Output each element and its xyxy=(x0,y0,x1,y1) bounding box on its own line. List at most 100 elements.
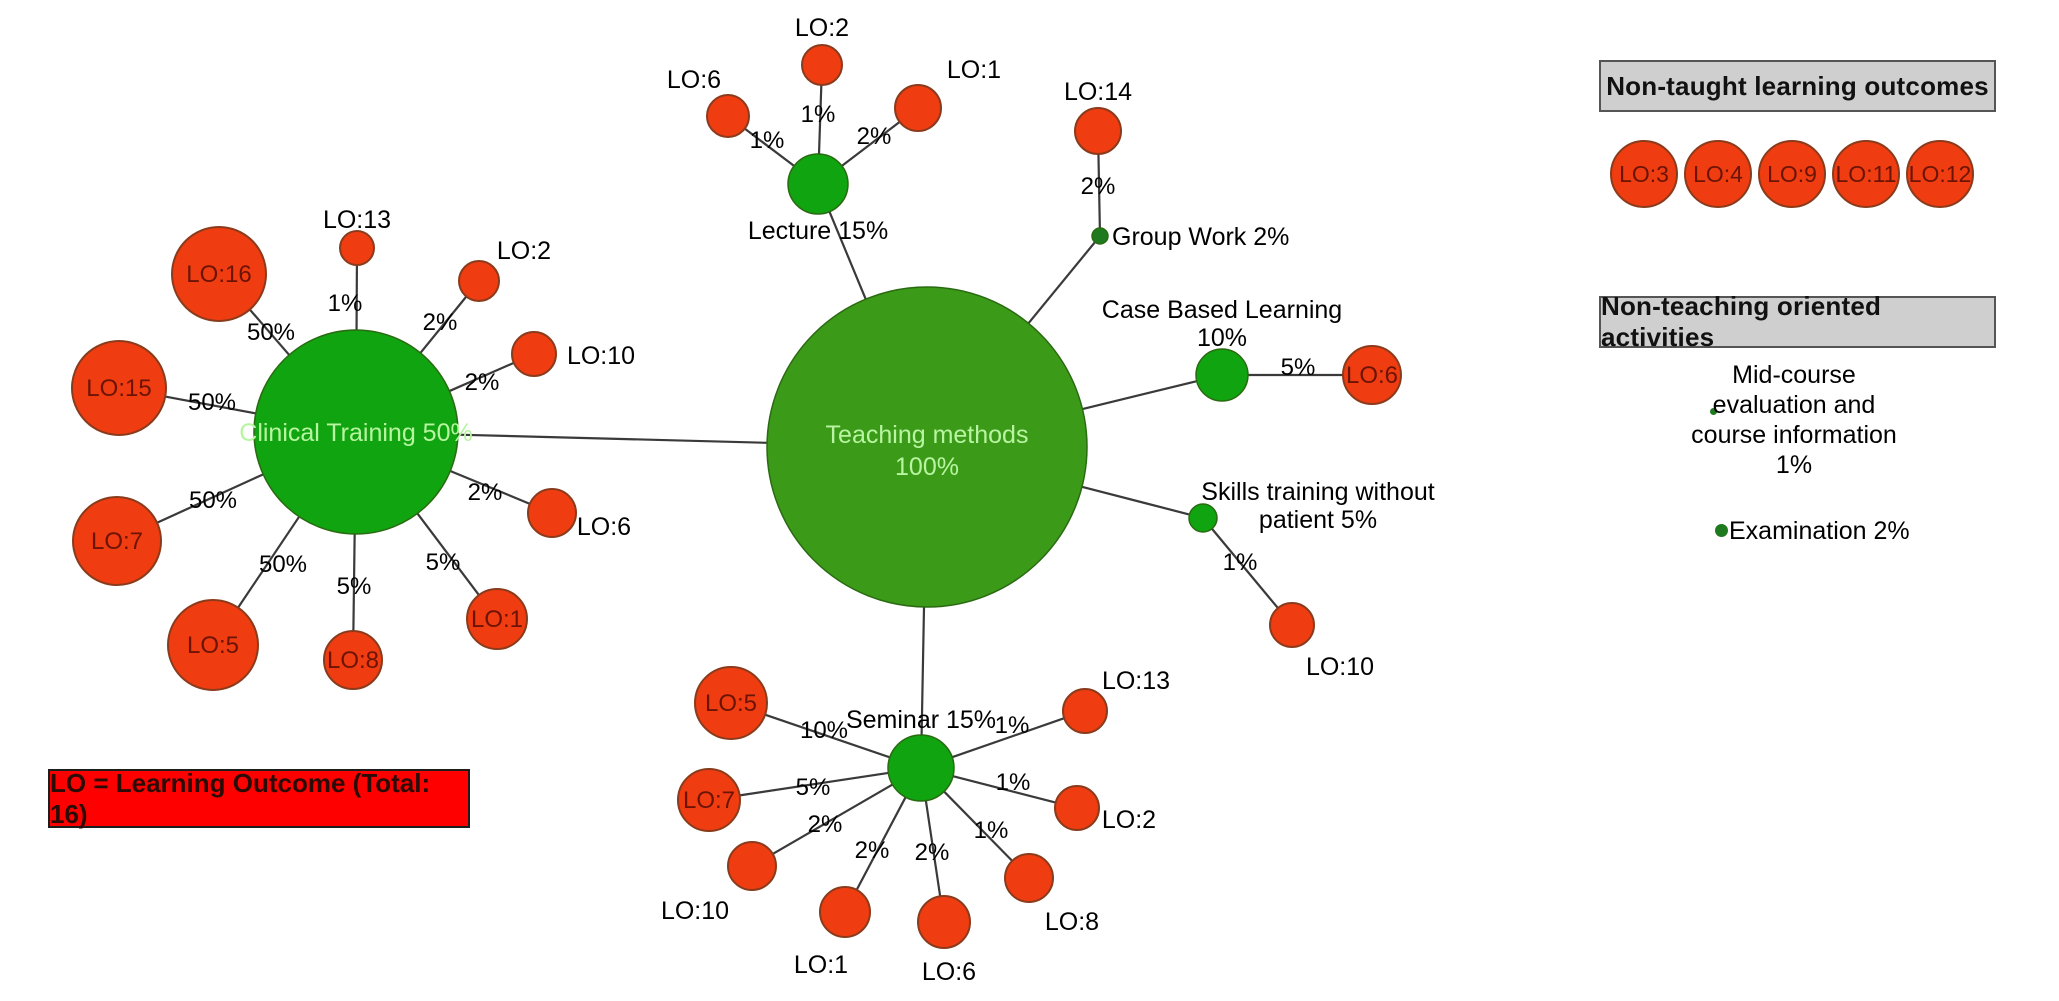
lo-node-label-lec-lo6: LO:6 xyxy=(667,66,721,94)
edge-clinical-training-to-ct-lo10 xyxy=(448,361,515,393)
lo-node-label-sem-lo2: LO:2 xyxy=(1102,806,1156,834)
edge-weight-label: 2% xyxy=(808,811,843,838)
edge-root-to-group-work xyxy=(1027,241,1096,324)
lo-node-lec-lo1[interactable] xyxy=(894,84,942,132)
edge-weight-label: 5% xyxy=(426,549,461,576)
lo-node-ct-lo15[interactable] xyxy=(71,340,167,436)
edge-root-to-seminar xyxy=(920,606,926,736)
mid-course-evaluation-dot-icon xyxy=(1710,408,1717,415)
examination-dot-icon xyxy=(1715,524,1728,537)
non-taught-lo-chip[interactable]: LO:12 xyxy=(1906,140,1974,208)
lo-node-sem-lo13[interactable] xyxy=(1062,688,1108,734)
lo-node-label-lec-lo1: LO:1 xyxy=(947,56,1001,84)
lo-node-label-gw-lo14: LO:14 xyxy=(1064,78,1132,106)
lo-node-ct-lo5[interactable] xyxy=(167,599,259,691)
edge-clinical-training-to-ct-lo16 xyxy=(248,308,291,356)
lo-node-label-ct-lo10: LO:10 xyxy=(567,342,635,370)
edge-seminar-to-sem-lo2 xyxy=(952,775,1056,804)
lo-node-lec-lo6[interactable] xyxy=(706,94,750,138)
lo-node-gw-lo14[interactable] xyxy=(1074,107,1122,155)
hub-label-seminar: Seminar 15% xyxy=(846,706,996,734)
lo-node-sem-lo10[interactable] xyxy=(727,841,777,891)
lo-node-label-sem-lo1: LO:1 xyxy=(794,951,848,979)
edge-seminar-to-sem-lo1 xyxy=(855,796,907,891)
lo-node-ct-lo10[interactable] xyxy=(511,331,557,377)
edge-skills-training-to-st-lo10 xyxy=(1211,528,1279,609)
lo-node-sem-lo5[interactable] xyxy=(694,666,768,740)
edge-weight-label: 1% xyxy=(995,712,1030,739)
edge-root-to-clinical-training xyxy=(457,433,768,444)
hub-label-lecture: Lecture 15% xyxy=(748,217,888,245)
edges-layer xyxy=(156,84,1343,897)
lo-node-ct-lo13[interactable] xyxy=(339,230,375,266)
lo-node-sem-lo1[interactable] xyxy=(819,886,871,938)
lo-node-lec-lo2[interactable] xyxy=(801,44,843,86)
edge-weight-label: 2% xyxy=(857,123,892,150)
lo-node-label-sem-lo6: LO:6 xyxy=(922,958,976,986)
edge-seminar-to-sem-lo8 xyxy=(943,790,1013,862)
lo-node-label-sem-lo5: LO:5 xyxy=(705,690,757,717)
lo-node-st-lo10[interactable] xyxy=(1269,602,1315,648)
edge-weight-label: 5% xyxy=(337,573,372,600)
edge-clinical-training-to-ct-lo5 xyxy=(237,516,301,609)
edge-weight-label: 50% xyxy=(188,389,236,416)
edge-seminar-to-sem-lo5 xyxy=(764,713,891,759)
non-taught-lo-chip[interactable]: LO:9 xyxy=(1758,140,1826,208)
non-teaching-activities-title: Non-teaching oriented activities xyxy=(1601,291,1882,352)
edge-clinical-training-to-ct-lo2 xyxy=(419,295,468,354)
examination-label: Examination 2% xyxy=(1729,517,1910,545)
edge-weight-label: 2% xyxy=(423,309,458,336)
edge-weight-label: 1% xyxy=(750,127,785,154)
hub-node-skills-training[interactable] xyxy=(1188,503,1218,533)
non-taught-lo-chip[interactable]: LO:11 xyxy=(1832,140,1900,208)
root-node-teaching-methods[interactable] xyxy=(766,286,1088,608)
lo-node-label-cbl-lo6: LO:6 xyxy=(1346,362,1398,389)
lo-node-cbl-lo6[interactable] xyxy=(1342,345,1402,405)
nodes-layer xyxy=(71,44,1402,949)
non-taught-outcomes-list: LO:3 LO:4 LO:9 LO:11 LO:12 xyxy=(1610,140,1974,208)
hub-node-case-based-learning[interactable] xyxy=(1195,348,1249,402)
lo-node-label-st-lo10: LO:10 xyxy=(1306,653,1374,681)
node-labels-layer: LO:16 LO:15 LO:7 LO:5 LO:13 LO:2 LO:10 LO:6 LO:1… xyxy=(86,14,1434,986)
lo-node-sem-lo7[interactable] xyxy=(677,768,741,832)
lo-node-label-ct-lo8: LO:8 xyxy=(327,647,379,674)
lo-node-sem-lo8[interactable] xyxy=(1004,853,1054,903)
hub-node-lecture[interactable] xyxy=(787,153,849,215)
non-teaching-activities-panel: Non-teaching oriented activities xyxy=(1599,291,1996,352)
non-taught-lo-chip[interactable]: LO:4 xyxy=(1684,140,1752,208)
edge-root-to-case-based-learning xyxy=(1082,380,1198,411)
edge-labels-layer: 50% 50% 50% 50% 1% 2% 2% 2% 5% 5% 1% 1% 2% 2% 5% 1% 10% 5… xyxy=(188,101,1315,866)
lo-node-ct-lo6[interactable] xyxy=(527,488,577,538)
lo-node-label-sem-lo7: LO:7 xyxy=(683,787,735,814)
root-node-label: Teaching methods 100% xyxy=(826,421,1029,481)
edge-weight-label: 1% xyxy=(974,817,1009,844)
non-taught-outcomes-panel: Non-taught learning outcomes xyxy=(1599,60,1996,112)
edge-weight-label: 50% xyxy=(247,319,295,346)
hub-node-seminar[interactable] xyxy=(887,734,955,802)
edge-weight-label: 1% xyxy=(801,101,836,128)
lo-node-label-ct-lo13: LO:13 xyxy=(323,206,391,234)
edge-weight-label: 5% xyxy=(796,774,831,801)
edge-weight-label: 5% xyxy=(1281,354,1316,381)
lo-node-ct-lo16[interactable] xyxy=(171,226,267,322)
hub-node-group-work[interactable] xyxy=(1091,227,1109,245)
edge-weight-label: 1% xyxy=(1223,549,1258,576)
lo-node-label-ct-lo5: LO:5 xyxy=(187,632,239,659)
hub-label-clinical-training: Clinical Training 50% xyxy=(239,419,472,447)
edge-weight-label: 2% xyxy=(855,837,890,864)
lo-node-label-ct-lo16: LO:16 xyxy=(186,261,251,288)
lo-node-sem-lo2[interactable] xyxy=(1054,785,1100,831)
learning-outcome-legend-text: LO = Learning Outcome (Total: 16) xyxy=(50,767,431,829)
lo-node-sem-lo6[interactable] xyxy=(917,895,971,949)
lo-node-ct-lo8[interactable] xyxy=(323,630,383,690)
lo-node-ct-lo7[interactable] xyxy=(72,496,162,586)
edge-root-to-skills-training xyxy=(1081,485,1190,516)
edge-seminar-to-sem-lo13 xyxy=(951,717,1065,759)
non-taught-lo-chip[interactable]: LO:3 xyxy=(1610,140,1678,208)
hub-label-skills-training: Skills training without patient 5% xyxy=(1201,478,1434,534)
lo-node-ct-lo2[interactable] xyxy=(458,260,500,302)
edge-lecture-to-lec-lo1 xyxy=(841,121,901,167)
lo-node-ct-lo1[interactable] xyxy=(466,588,528,650)
hub-node-clinical-training[interactable] xyxy=(253,329,459,535)
